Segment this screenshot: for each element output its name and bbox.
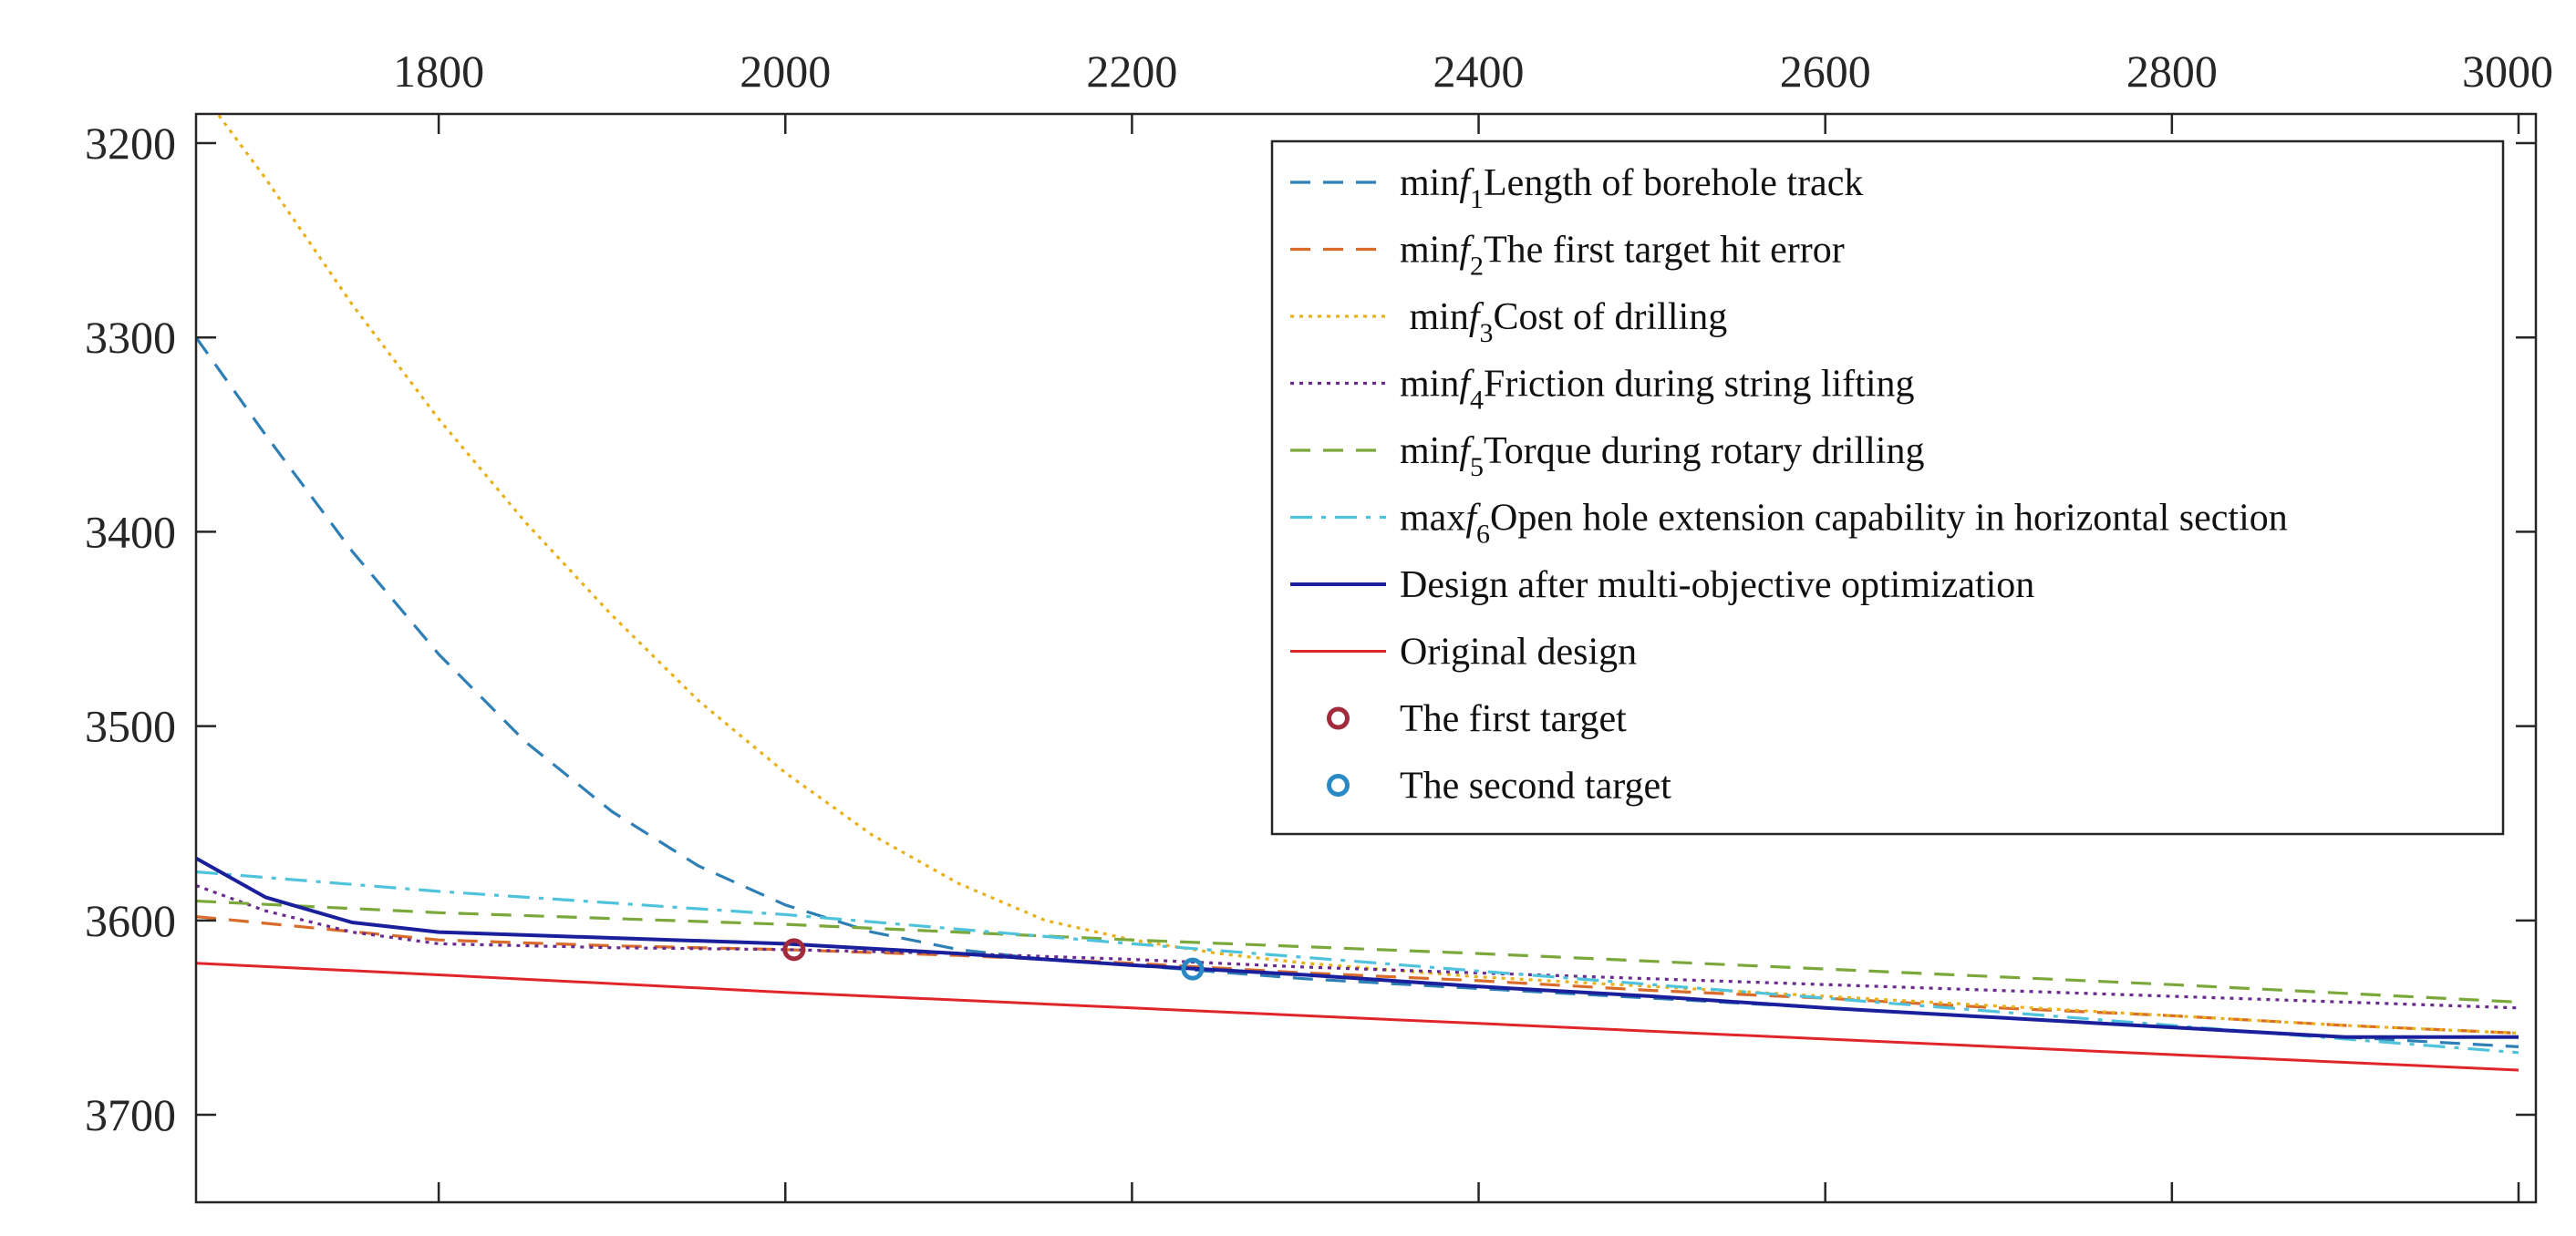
x-tick-label: 2200 — [1086, 46, 1177, 97]
legend-entry-length-of-borehole-track: minf1Length of borehole track — [1290, 162, 1863, 214]
series-layer — [196, 114, 2519, 1072]
y-tick-label: 3400 — [85, 506, 176, 557]
x-tick-label: 2000 — [740, 46, 831, 97]
x-tick-label: 1800 — [393, 46, 484, 97]
x-tick-label: 2400 — [1433, 46, 1525, 97]
series-line-torque-during-rotary-drilling — [196, 899, 2519, 1004]
legend-swatch — [1327, 774, 1350, 797]
marker-the-first-target — [782, 938, 806, 962]
legend-label: Design after multi-objective optimizatio… — [1400, 564, 2034, 606]
legend-entry-the-first-target-hit-error: minf2The first target hit error — [1290, 230, 1845, 282]
legend-label: The first target — [1400, 698, 1627, 740]
marker-layer — [782, 938, 1205, 981]
series-line-open-hole-extension-capability-in-horizontal-section — [196, 870, 2519, 1055]
x-tick-label: 3000 — [2462, 46, 2553, 97]
legend-entry-original-design: Original design — [1290, 632, 1637, 674]
series-line-original-design — [196, 962, 2519, 1072]
legend-swatch — [1327, 706, 1350, 730]
legend-entry-friction-during-string-lifting: minf4Friction during string lifting — [1290, 364, 1915, 416]
series-line-cost-of-drilling — [215, 114, 2519, 1035]
axes: 1800 2000 2200 2400 2600 2800 3000 3200 3300 3400… — [85, 46, 2553, 1204]
marker-the-second-target — [1181, 957, 1205, 981]
series-line-the-first-target-hit-error — [196, 915, 2519, 1035]
y-tick-label: 3700 — [85, 1089, 176, 1140]
legend: minf1Length of borehole track minf2The fi… — [1270, 139, 2505, 836]
series-line-design-after-multi-objective-optimization — [196, 856, 2519, 1039]
series-line-friction-during-string-lifting — [196, 883, 2519, 1010]
y-tick-label: 3300 — [85, 312, 176, 363]
y-tick-label: 3200 — [85, 118, 176, 169]
axes-box — [194, 112, 2538, 1204]
y-tick-label: 3600 — [85, 895, 176, 946]
legend-entry-design-after-multi-objective-optimization: Design after multi-objective optimizatio… — [1290, 564, 2034, 606]
legend-label: minf3Cost of drilling — [1400, 296, 1727, 348]
legend-label: minf4Friction during string lifting — [1400, 364, 1915, 416]
legend-label: The second target — [1400, 766, 1671, 808]
legend-entry-open-hole-extension-capability-in-horizontal-section: maxf6Open hole extension capability in h… — [1290, 498, 2288, 550]
x-tick-label: 2800 — [2126, 46, 2218, 97]
x-tick-label: 2600 — [1780, 46, 1871, 97]
legend-entry-torque-during-rotary-drilling: minf5Torque during rotary drilling — [1290, 430, 1924, 482]
legend-label: minf2The first target hit error — [1400, 230, 1845, 282]
legend-entry-the-second-target: The second target — [1327, 766, 1671, 808]
legend-entry-cost-of-drilling: minf3Cost of drilling — [1290, 296, 1727, 348]
legend-label: Original design — [1400, 632, 1637, 674]
legend-label: maxf6Open hole extension capability in h… — [1400, 498, 2288, 550]
y-tick-label: 3500 — [85, 701, 176, 752]
legend-label: minf5Torque during rotary drilling — [1400, 430, 1924, 482]
legend-entry-the-first-target: The first target — [1327, 698, 1627, 740]
legend-box — [1270, 139, 2505, 836]
legend-label: minf1Length of borehole track — [1400, 162, 1863, 214]
